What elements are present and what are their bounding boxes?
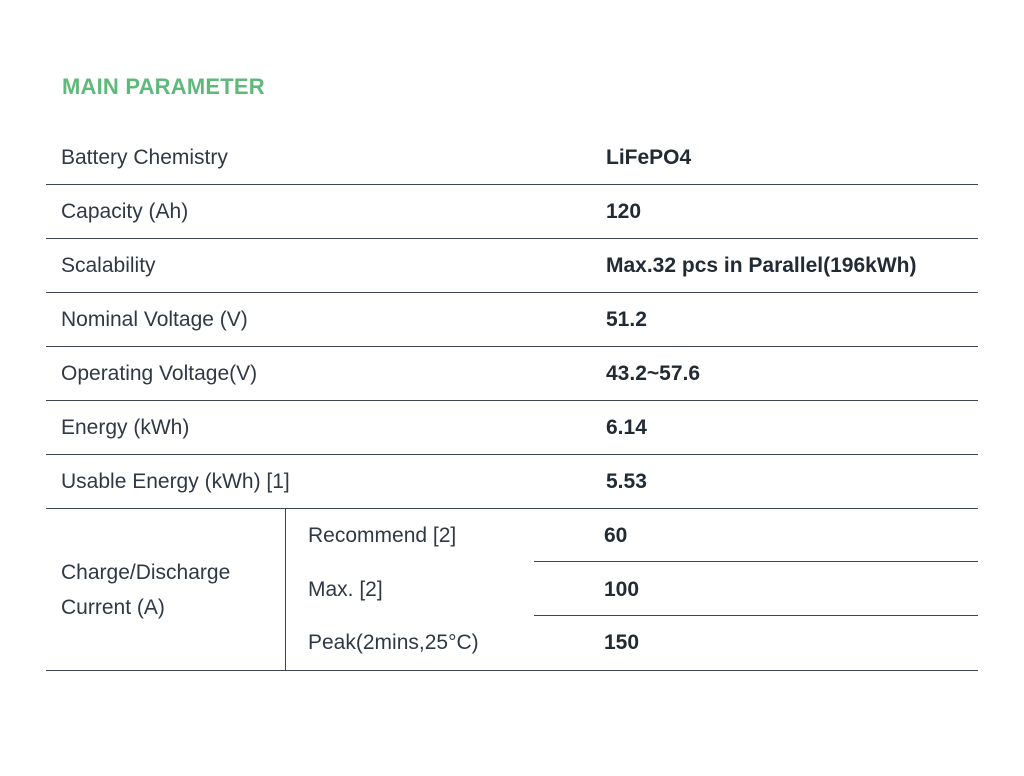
current-group: Charge/Discharge Current (A) Recommend [… — [46, 509, 978, 671]
row-label: Scalability — [61, 254, 156, 277]
table-row: Capacity (Ah) 120 — [46, 185, 978, 239]
table-row: Energy (kWh) 6.14 — [46, 401, 978, 455]
current-group-label-line2: Current (A) — [61, 596, 165, 619]
sub-row: Peak(2mins,25°C) 150 — [286, 616, 978, 669]
row-label: Operating Voltage(V) — [61, 362, 258, 385]
sub-row-value: 150 — [604, 631, 640, 654]
table-row: Nominal Voltage (V) 51.2 — [46, 293, 978, 347]
sub-row-value: 100 — [604, 578, 640, 601]
sub-row: Recommend [2] 60 — [286, 509, 978, 562]
row-value: LiFePO4 — [606, 146, 692, 169]
sub-row-label: Recommend [2] — [308, 524, 457, 547]
row-label: Usable Energy (kWh) [1] — [61, 470, 290, 493]
current-group-label: Charge/Discharge Current (A) — [61, 555, 281, 625]
table-row: Battery Chemistry LiFePO4 — [46, 131, 978, 185]
table-row: Usable Energy (kWh) [1] 5.53 — [46, 455, 978, 509]
row-value: Max.32 pcs in Parallel(196kWh) — [606, 254, 917, 277]
sub-row-label: Max. [2] — [308, 578, 383, 601]
current-group-label-line1: Charge/Discharge — [61, 561, 231, 584]
table-row: Scalability Max.32 pcs in Parallel(196kW… — [46, 239, 978, 293]
row-value: 6.14 — [606, 416, 647, 439]
row-value: 43.2~57.6 — [606, 362, 701, 385]
sub-row-value: 60 — [604, 524, 628, 547]
row-value: 5.53 — [606, 470, 647, 493]
table-row: Operating Voltage(V) 43.2~57.6 — [46, 347, 978, 401]
parameter-table: Battery Chemistry LiFePO4 Capacity (Ah) … — [46, 131, 978, 671]
row-value: 51.2 — [606, 308, 647, 331]
section-title: MAIN PARAMETER — [62, 74, 265, 99]
row-value: 120 — [606, 200, 642, 223]
row-label: Battery Chemistry — [61, 146, 228, 169]
row-label: Nominal Voltage (V) — [61, 308, 248, 331]
column-divider — [285, 509, 286, 670]
row-label: Energy (kWh) — [61, 416, 190, 439]
row-label: Capacity (Ah) — [61, 200, 189, 223]
sub-row: Max. [2] 100 — [286, 563, 978, 616]
sub-row-label: Peak(2mins,25°C) — [308, 631, 479, 654]
